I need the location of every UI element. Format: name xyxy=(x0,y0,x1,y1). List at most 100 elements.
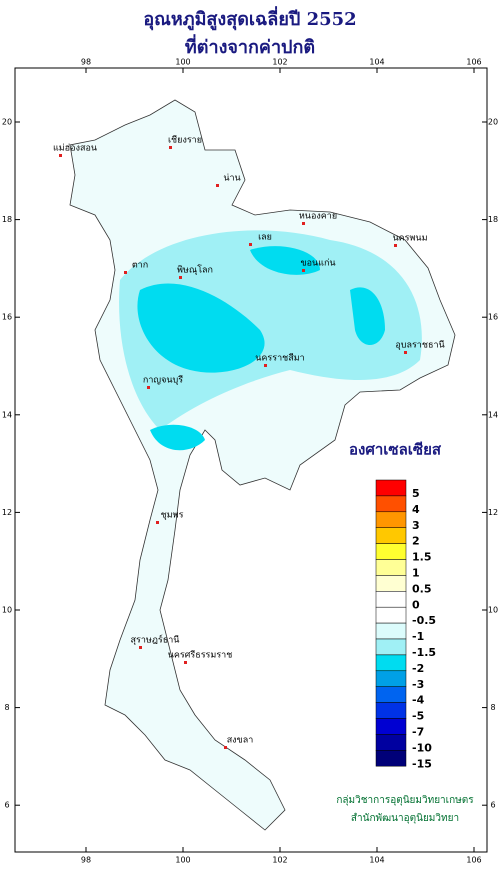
legend-swatch xyxy=(375,559,407,576)
place-label: เชียงราย xyxy=(168,135,202,146)
lat-tick-label: 20 xyxy=(2,118,12,127)
station-dot xyxy=(302,269,305,272)
station-dot xyxy=(124,271,127,274)
lat-tick-label: 20 xyxy=(488,118,498,127)
place-label: สงขลา xyxy=(227,736,254,746)
land xyxy=(69,99,456,831)
place-label: นครศรีธรรมราช xyxy=(168,650,233,661)
lon-tick-label: 100 xyxy=(175,58,190,67)
station-dot xyxy=(394,244,397,247)
station-dot xyxy=(147,386,150,389)
lat-tick-label: 10 xyxy=(2,606,12,615)
anomaly-zone xyxy=(350,287,385,345)
anomaly-zone xyxy=(250,246,320,275)
place-label: กาญจนบุรี xyxy=(143,375,183,386)
place-label: ชุมพร xyxy=(161,511,184,521)
legend-label: -1 xyxy=(412,630,424,643)
anomaly-zone xyxy=(137,283,265,373)
legend-label: 1.5 xyxy=(412,551,432,564)
lon-tick-label: 104 xyxy=(369,58,384,67)
lon-tick-label: 100 xyxy=(175,856,190,865)
legend-swatch xyxy=(375,734,407,751)
legend-swatch xyxy=(375,527,407,544)
legend-swatch xyxy=(375,591,407,608)
legend-label: -4 xyxy=(412,694,425,707)
title-line: ที่ต่างจากค่าปกติ xyxy=(185,34,315,58)
lon-tick-label: 98 xyxy=(81,58,91,67)
legend-swatch xyxy=(375,670,407,687)
legend-swatch xyxy=(375,718,407,735)
legend-swatch xyxy=(375,686,407,703)
station-dot xyxy=(179,276,182,279)
legend-label: -7 xyxy=(412,726,424,739)
lat-tick-label: 10 xyxy=(488,606,498,615)
place-label: ขอนแก่น xyxy=(300,259,335,269)
station-dot xyxy=(169,146,172,149)
station-dot xyxy=(249,243,252,246)
station-dot xyxy=(59,154,62,157)
place-label: หนองคาย xyxy=(299,212,337,222)
title-line: อุณหภูมิสูงสุดเฉลี่ยปี 2552 xyxy=(143,6,356,31)
station-dot xyxy=(404,351,407,354)
legend-label: -10 xyxy=(412,741,432,754)
legend-label: -0.5 xyxy=(412,614,436,627)
place-label: อุบลราชธานี xyxy=(395,340,444,351)
legend-swatch xyxy=(375,702,407,719)
station-dot xyxy=(216,184,219,187)
place-label: น่าน xyxy=(223,174,240,184)
station-dot xyxy=(139,646,142,649)
place-label: เลย xyxy=(258,233,272,243)
legend-label: 2 xyxy=(412,535,420,548)
station-dot xyxy=(156,521,159,524)
lat-tick-label: 16 xyxy=(488,313,498,322)
legend-swatch xyxy=(375,638,407,656)
legend-label: 3 xyxy=(412,519,420,532)
legend-label: -3 xyxy=(412,678,424,691)
lat-tick-label: 8 xyxy=(490,703,495,712)
place-label: พิษณุโลก xyxy=(177,265,213,276)
place-label: แม่ฮ่องสอน xyxy=(53,144,97,154)
station-dot xyxy=(302,222,305,225)
lon-tick-label: 106 xyxy=(466,58,481,67)
legend-label: -15 xyxy=(412,757,432,770)
lat-tick-label: 12 xyxy=(488,508,498,517)
lat-tick-label: 14 xyxy=(2,410,12,419)
legend-swatch xyxy=(375,543,407,560)
lat-tick-label: 6 xyxy=(490,801,495,810)
lat-tick-label: 6 xyxy=(4,801,9,810)
legend-label: 0.5 xyxy=(412,582,432,595)
station-dot xyxy=(264,364,267,367)
lat-tick-label: 14 xyxy=(488,410,498,419)
station-dot xyxy=(184,661,187,664)
legend-swatch xyxy=(375,511,407,528)
lat-tick-label: 16 xyxy=(2,313,12,322)
credit-line: สำนักพัฒนาอุตุนิยมวิทยา xyxy=(351,813,459,824)
lat-tick-label: 12 xyxy=(2,508,12,517)
legend-swatch xyxy=(375,495,407,513)
legend-swatch xyxy=(375,479,407,497)
legend-label: 4 xyxy=(412,503,420,516)
legend-swatch xyxy=(375,622,407,640)
lon-tick-label: 102 xyxy=(272,58,287,67)
place-label: สุราษฎร์ธานี xyxy=(131,634,180,646)
legend-title: องศาเซลเซียส xyxy=(349,441,442,459)
legend-label: -1.5 xyxy=(412,646,436,659)
station-dot xyxy=(224,746,227,749)
place-label: นครราชสีมา xyxy=(255,353,304,364)
lon-tick-label: 106 xyxy=(466,856,481,865)
legend-label: 0 xyxy=(412,598,420,611)
legend-swatch xyxy=(375,606,407,624)
place-label: นครพนม xyxy=(392,234,427,244)
lon-tick-label: 104 xyxy=(369,856,384,865)
lon-tick-label: 102 xyxy=(272,856,287,865)
lon-tick-label: 98 xyxy=(81,856,91,865)
place-label: ตาก xyxy=(132,261,148,271)
legend-label: 1 xyxy=(412,567,420,580)
legend-label: -5 xyxy=(412,710,424,723)
lat-tick-label: 8 xyxy=(4,703,9,712)
legend-label: 5 xyxy=(412,487,420,500)
legend-swatch xyxy=(375,654,407,672)
lat-tick-label: 18 xyxy=(2,215,12,224)
legend-label: -2 xyxy=(412,662,424,675)
